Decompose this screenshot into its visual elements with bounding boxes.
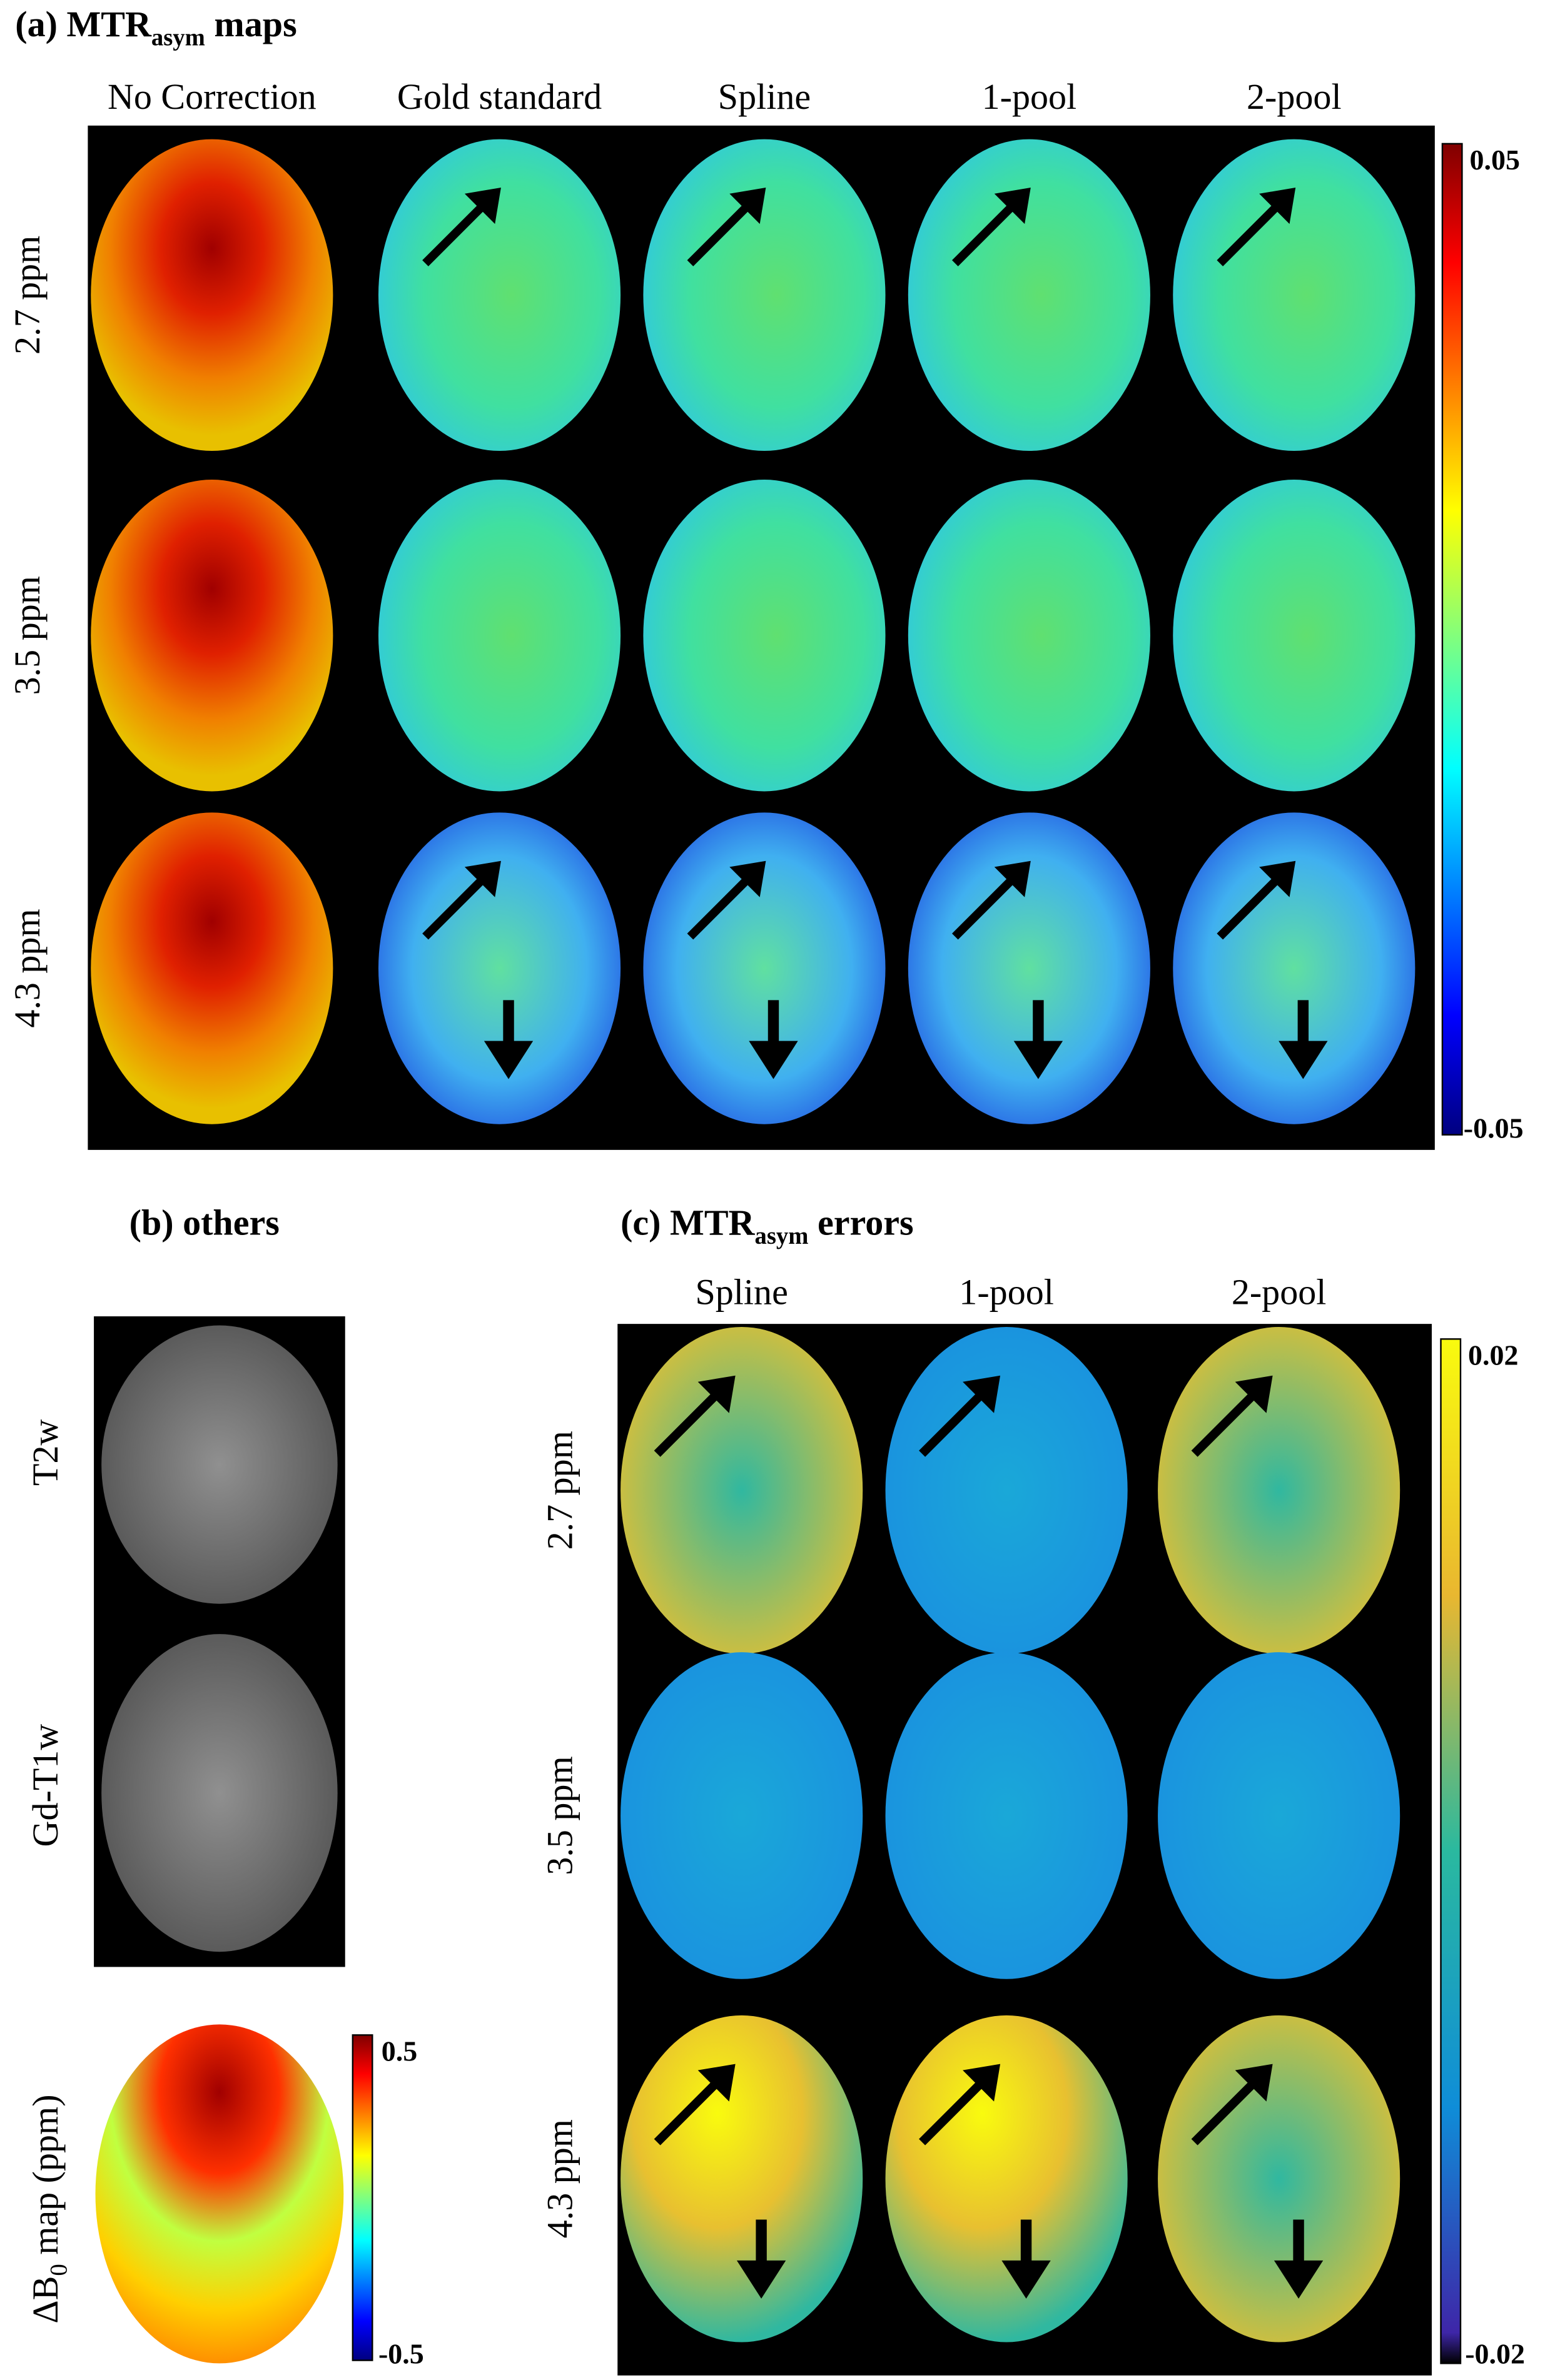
map-image <box>908 139 1150 451</box>
map-image <box>378 480 621 792</box>
map-image <box>378 812 621 1124</box>
error-image <box>620 1326 863 1654</box>
colorbar-min: -0.05 <box>1464 1112 1524 1144</box>
error-image <box>885 1652 1128 1979</box>
row-label: 3.5 ppm <box>7 576 48 695</box>
map-image <box>91 480 333 792</box>
row-label: ΔB0 map (ppm) <box>25 2094 73 2323</box>
colorbar-max: 0.05 <box>1469 144 1519 176</box>
panel-c-title: (c) MTRasym errors <box>620 1202 914 1249</box>
column-label: Spline <box>695 1272 788 1313</box>
column-label: No Correction <box>108 76 317 117</box>
column-label: 1-pool <box>982 76 1077 117</box>
map-image <box>1173 480 1416 792</box>
column-label: Gold standard <box>397 76 602 117</box>
colorbar-max: 0.02 <box>1468 1339 1518 1371</box>
colorbar-min: -0.5 <box>378 2337 424 2369</box>
error-image <box>1158 1326 1400 1654</box>
label-subscript: 0 <box>46 2264 73 2276</box>
map-image <box>908 480 1150 792</box>
colorbar-max: 0.5 <box>382 2035 417 2067</box>
map-image <box>91 139 333 451</box>
title-text: (a) MTR <box>15 4 152 44</box>
title-text: maps <box>205 4 297 44</box>
row-label: 3.5 ppm <box>540 1756 580 1875</box>
map-image <box>643 480 886 792</box>
title-subscript: asym <box>754 1223 808 1249</box>
column-label: 2-pool <box>1247 76 1342 117</box>
label-text: map (ppm) <box>25 2094 66 2264</box>
b0-image <box>95 2024 344 2364</box>
map-image <box>643 139 886 451</box>
map-image <box>378 139 621 451</box>
error-image <box>1158 1652 1400 1979</box>
t2w-image <box>101 1325 338 1604</box>
colorbar <box>352 2034 373 2361</box>
panel-b-title: (b) others <box>129 1202 280 1243</box>
t1w-image <box>101 1634 338 1952</box>
row-label: 4.3 ppm <box>540 2119 580 2238</box>
colorbar <box>1440 1338 1462 2364</box>
title-subscript: asym <box>151 25 205 51</box>
column-label: 2-pool <box>1232 1272 1327 1313</box>
error-image <box>620 2015 863 2342</box>
error-image <box>885 2015 1128 2342</box>
map-image <box>908 812 1150 1124</box>
row-label: 2.7 ppm <box>540 1431 580 1550</box>
colorbar <box>1441 143 1463 1136</box>
error-image <box>885 1326 1128 1654</box>
map-image <box>643 812 886 1124</box>
map-image <box>91 812 333 1124</box>
panel-a-title: (a) MTRasym maps <box>15 4 296 51</box>
title-text: (c) MTR <box>620 1202 755 1243</box>
map-image <box>1173 139 1416 451</box>
map-image <box>1173 812 1416 1124</box>
row-label: 2.7 ppm <box>7 236 48 355</box>
row-label: 4.3 ppm <box>7 909 48 1027</box>
title-text: errors <box>808 1202 913 1243</box>
row-label: T2w <box>25 1419 66 1486</box>
error-image <box>1158 2015 1400 2342</box>
colorbar-min: -0.02 <box>1465 2337 1525 2369</box>
error-image <box>620 1652 863 1979</box>
column-label: 1-pool <box>959 1272 1054 1313</box>
row-label: Gd-T1w <box>25 1724 66 1847</box>
label-text: ΔB <box>25 2276 66 2324</box>
column-label: Spline <box>718 76 811 117</box>
